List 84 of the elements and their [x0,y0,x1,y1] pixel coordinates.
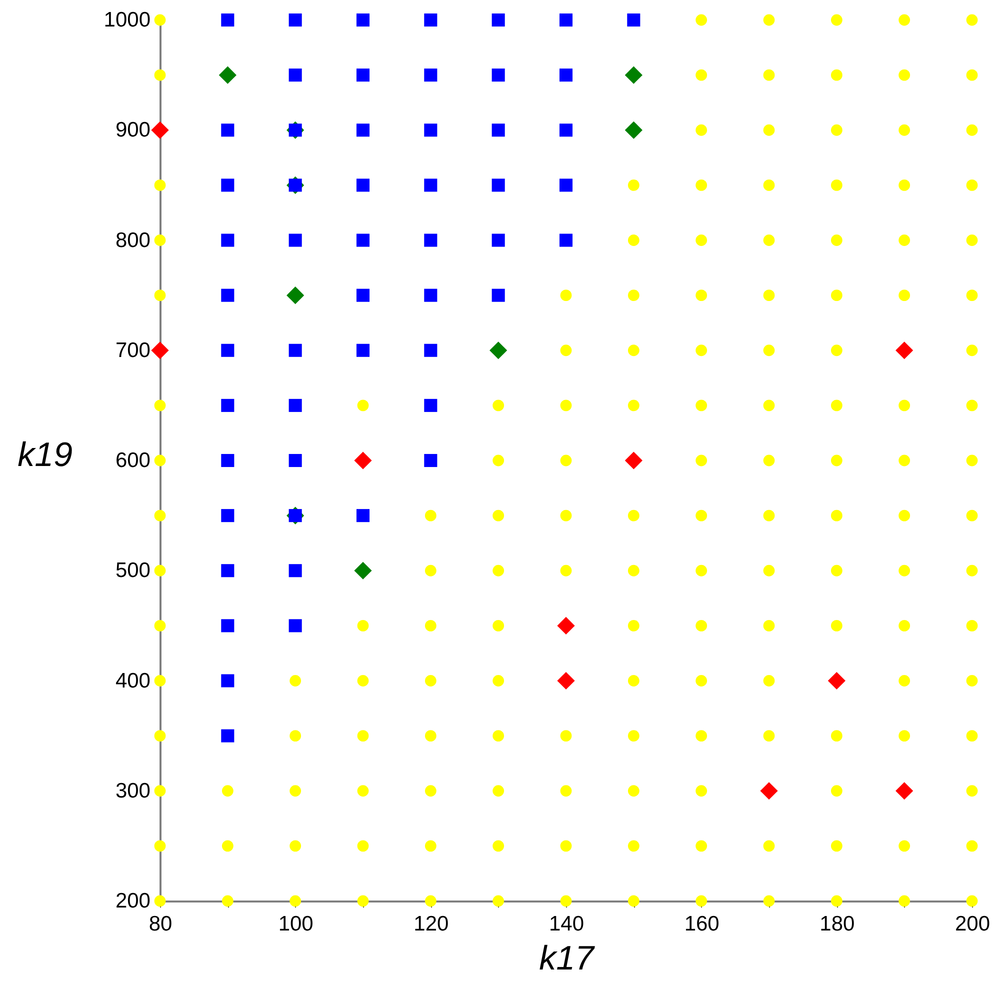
point [492,288,505,302]
point [151,121,169,139]
point [221,178,234,192]
x-tick-label: 200 [954,912,990,936]
point [624,121,642,139]
y-axis-title: k19 [18,436,73,474]
point [490,342,508,360]
point [288,68,302,82]
x-tick-label: 140 [548,912,584,936]
point [492,13,505,27]
point [218,66,236,84]
y-tick-label: 800 [115,228,150,252]
point [356,178,370,192]
point [221,564,234,578]
point [557,672,575,690]
point [356,344,370,357]
point [221,509,234,522]
point [354,452,372,470]
x-tick-label: 120 [414,912,449,936]
point [424,178,438,192]
point [354,562,372,580]
point [559,13,573,27]
point [221,674,234,688]
point [492,68,505,82]
point [356,13,370,27]
point [424,398,438,412]
point [896,342,914,360]
y-tick-label: 500 [115,559,150,582]
y-tick-label: 600 [115,449,150,472]
point [492,234,505,247]
point [559,124,573,137]
point [288,398,302,412]
y-tick-label: 1000 [104,8,150,32]
point [624,452,642,470]
point [424,124,438,137]
x-tick-label: 180 [820,912,855,936]
point [221,454,234,468]
y-tick-label: 900 [115,118,150,142]
point [356,288,370,302]
point [288,454,302,468]
point [151,342,169,360]
point [492,124,505,137]
point [559,68,573,82]
x-tick-label: 80 [148,912,172,936]
point [221,344,234,357]
point [557,616,575,634]
y-tick-label: 700 [115,338,150,362]
point [221,619,234,632]
point [424,344,438,357]
point [559,234,573,247]
point [896,782,914,800]
point [221,288,234,302]
point [221,13,234,27]
point [492,178,505,192]
point [424,234,438,247]
point [221,398,234,412]
point [288,13,302,27]
point [288,564,302,578]
y-tick-label: 200 [115,890,150,912]
point [288,619,302,632]
point [356,124,370,137]
point [424,288,438,302]
point [828,672,846,690]
point [221,729,234,742]
point [288,344,302,357]
point [356,68,370,82]
x-tick-label: 100 [278,912,314,936]
point [356,509,370,522]
x-tick-label: 160 [684,912,720,936]
point [624,66,642,84]
point [424,68,438,82]
y-tick-label: 400 [115,669,150,692]
y-tick-label: 300 [115,779,150,802]
point [760,782,778,800]
point [424,454,438,468]
point [559,178,573,192]
x-axis-title: k17 [539,940,595,978]
point [221,234,234,247]
point [286,286,304,304]
point [424,13,438,27]
point [356,234,370,247]
point [221,124,234,137]
point [288,234,302,247]
point [627,13,640,27]
